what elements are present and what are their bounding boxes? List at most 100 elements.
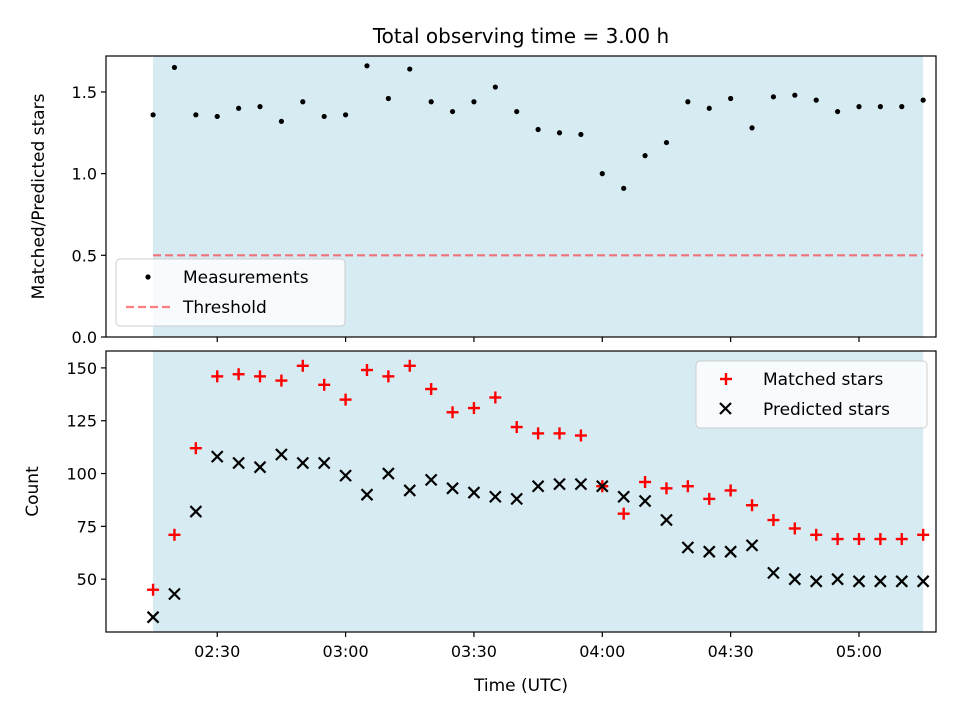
data-point-predicted [382,467,395,480]
data-point-measurement [150,112,156,118]
data-point-measurement [492,84,498,90]
data-point-measurement [920,97,926,103]
data-point-predicted [146,610,160,624]
bottom-y-ticks: 50 75 100 125 150 [66,359,106,589]
data-point-predicted [339,469,352,482]
top-panel: 0.0 0.5 1.0 1.5 Matched/Predicted stars Mea… [29,55,937,347]
data-point-predicted [895,575,909,588]
data-point-predicted [210,450,224,463]
data-point-predicted [809,575,823,588]
data-point-predicted [467,486,481,499]
legend-label-predicted: Predicted stars [763,400,890,420]
data-point-matched [724,484,737,497]
y-tick-label: 75 [77,517,97,536]
y-tick-label: 0.0 [72,328,97,347]
data-point-predicted [531,479,545,493]
data-point-measurement [535,126,541,133]
data-point-measurement [364,63,370,69]
data-point-measurement [514,108,520,115]
data-point-matched [467,402,480,415]
measurement-points [150,63,926,191]
star-count-points [146,359,930,624]
top-y-ticks: 0.0 0.5 1.0 1.5 [72,83,106,347]
bottom-axes-frame [105,350,937,633]
data-point-predicted [232,456,245,470]
data-point-measurement [278,118,285,124]
data-point-predicted [189,505,203,518]
y-tick-label: 1.5 [72,83,97,102]
data-point-matched [189,442,202,455]
data-point-measurement [257,104,263,110]
y-tick-label: 50 [77,570,97,589]
data-point-matched [681,480,694,493]
data-point-matched [810,528,823,541]
data-point-predicted [745,539,759,552]
data-point-predicted [831,572,844,586]
x-tick-label: 03:00 [323,642,369,661]
x-tick-label: 03:30 [451,642,497,661]
data-point-predicted [574,477,588,491]
data-point-matched [639,475,652,488]
data-point-matched [532,427,545,440]
data-point-measurement [578,131,584,138]
data-point-predicted [360,488,374,501]
data-point-measurement [685,99,691,105]
data-point-predicted [253,460,267,474]
data-point-matched [168,528,181,541]
data-point-matched [446,406,459,419]
data-point-predicted [424,473,438,487]
data-point-measurement [449,108,456,115]
data-point-predicted [874,575,887,588]
data-point-predicted [510,492,523,506]
data-point-measurement [193,112,199,118]
data-point-matched [660,482,673,495]
y-tick-label: 100 [66,465,97,484]
data-point-measurement [642,153,648,159]
bottom-y-axis-label: Count [23,466,43,517]
top-y-axis-label: Matched/Predicted stars [29,93,49,299]
data-point-measurement [342,112,349,118]
data-point-matched [403,359,416,372]
legend-label-threshold: Threshold [182,298,267,318]
data-point-measurement [556,130,563,136]
data-point-matched [917,528,930,541]
data-point-matched [553,427,566,440]
data-point-matched [254,370,267,383]
data-point-matched [211,370,224,383]
data-point-predicted [788,572,802,586]
data-point-measurement [407,66,413,72]
data-point-predicted [724,545,737,558]
top-legend-box [115,258,346,327]
data-point-predicted [702,545,716,558]
data-point-measurement [300,99,306,105]
data-point-predicted [553,477,566,491]
data-point-predicted [317,456,331,470]
data-point-measurement [471,99,477,105]
legend-marker-measurements [145,274,151,280]
y-tick-label: 150 [66,359,97,378]
data-point-matched [746,499,759,512]
data-point-predicted [767,566,780,580]
bottom-legend: Matched stars Predicted stars [695,360,928,429]
data-point-matched [339,393,352,406]
data-point-matched [703,492,716,505]
x-tick-label: 02:30 [194,642,240,661]
data-point-measurement [728,95,734,102]
data-point-matched [510,421,523,434]
data-point-matched [275,374,288,387]
bottom-x-ticks: 02:30 03:00 03:30 04:00 04:30 05:00 [194,632,882,661]
data-point-measurement [236,105,242,111]
data-point-matched [852,533,865,546]
data-point-matched [425,383,438,396]
data-point-predicted [403,484,417,497]
data-point-matched [296,359,309,372]
data-point-predicted [660,513,673,527]
data-point-measurement [171,64,178,71]
data-point-predicted [852,575,866,588]
legend-marker-matched [720,373,732,385]
data-point-predicted [296,456,310,470]
data-point-measurement [856,104,862,110]
data-point-matched [574,429,587,442]
data-point-predicted [489,490,502,504]
